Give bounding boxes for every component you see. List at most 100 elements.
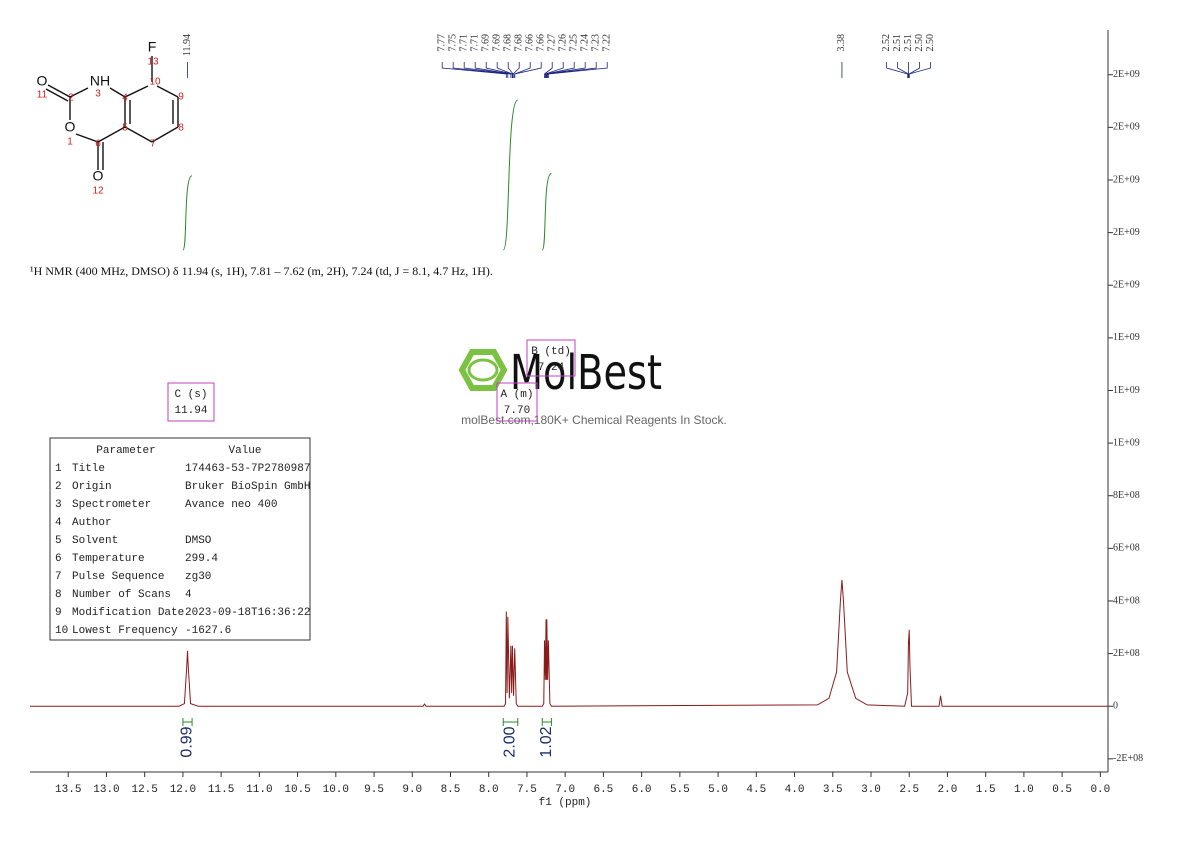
atom-number: 7 [150,139,156,150]
peak-leader [544,62,553,78]
x-tick-label: 11.0 [246,784,272,796]
atom-label: NH [90,73,110,89]
integral-label: 2.00 [502,726,519,757]
table-cell: 2023-09-18T16:36:22 [185,607,310,619]
peak-label: 7.69 [481,34,492,52]
x-tick-label: 3.0 [861,784,881,796]
multiplet-box: A (m) 7.70 [496,382,538,422]
atom-label: O [37,73,48,89]
peak-label: 7.75 [448,34,459,52]
peak-leader [474,62,512,78]
atom-number: 13 [147,57,159,68]
atom-number: 4 [122,93,128,104]
integral-bracket [502,718,519,726]
peak-leader [908,62,932,78]
y-tick-label: 2E+09 [1113,280,1140,291]
multiplet-name: C (s) [174,389,207,401]
peak-label: 2.51 [903,34,914,52]
x-tick-label: 4.0 [785,784,805,796]
peak-label: 7.71 [459,34,470,52]
table-cell: 2 [55,481,62,493]
y-tick-label: 2E+09 [1113,122,1140,133]
y-tick-label: 4E+08 [1113,595,1140,606]
peak-label: 2.52 [881,34,892,52]
peak-label: 7.66 [525,34,536,52]
peak-label: 7.68 [514,34,525,52]
x-axis-label: f1 (ppm) [539,797,592,809]
x-tick-label: 0.0 [1090,784,1110,796]
y-tick-label: 2E+09 [1113,69,1140,80]
table-cell: Avance neo 400 [185,499,277,511]
spectrum-line [30,579,1108,707]
peak-leader [496,62,513,78]
peak-leader [514,62,542,78]
x-tick-label: 5.0 [708,784,728,796]
peak-leader [886,62,909,78]
x-tick-label: 0.5 [1052,784,1072,796]
integral-curve [502,99,519,251]
x-tick-label: 12.5 [131,784,157,796]
x-tick-label: 8.5 [441,784,461,796]
table-cell: Title [72,463,105,475]
atom-number: 9 [178,92,184,103]
table-cell: -1627.6 [185,625,231,637]
multiplet-frame [526,339,576,377]
x-tick-label: 9.0 [402,784,422,796]
parameter-table [49,437,311,641]
x-tick-label: 3.5 [823,784,843,796]
x-tick-label: 5.5 [670,784,690,796]
x-tick-label: 6.0 [632,784,652,796]
multiplet-shift: 11.94 [174,405,207,417]
y-tick-label: 1E+09 [1113,437,1140,448]
atom-label: O [93,168,104,184]
y-tick-label: 0 [1113,701,1118,712]
table-cell: Spectrometer [72,499,151,511]
peak-label: 7.23 [591,34,602,52]
nmr-description: ¹H NMR (400 MHz, DMSO) δ 11.94 (s, 1H), … [30,264,493,278]
peak-label: 7.26 [558,34,569,52]
multiplet-box: B (td) 7.24 [526,339,576,377]
integral-label: 1.02 [538,726,555,757]
table-cell: Author [72,517,112,529]
atom-number: 12 [92,186,104,197]
peak-label: 2.50 [925,34,936,52]
table-cell: Lowest Frequency [72,625,178,637]
integral-curve [182,175,193,251]
atom-label: F [148,39,157,55]
x-tick-label: 6.5 [593,784,613,796]
peak-leader [441,62,507,78]
y-tick-label: 2E+09 [1113,227,1140,238]
multiplet-box: C (s) 11.94 [167,382,215,422]
table-cell: 1 [55,463,62,475]
peak-leader [908,62,921,78]
peak-label: 7.24 [580,34,591,52]
table-header: Value [228,445,261,457]
table-cell: Number of Scans [72,589,171,601]
peak-leader [547,62,597,78]
multiplet-name: B (td) [531,346,571,358]
atom-number: 2 [68,93,74,104]
x-tick-label: 7.5 [517,784,537,796]
x-tick-label: 11.5 [208,784,234,796]
peak-label: 7.27 [547,34,558,52]
x-tick-label: 1.5 [976,784,996,796]
table-cell: 9 [55,607,62,619]
table-cell: 174463-53-7P2780987 [185,463,310,475]
multiplet-shift: 7.24 [538,362,565,374]
peak-leader [545,62,575,78]
table-cell: 7 [55,571,62,583]
x-tick-label: 7.0 [555,784,575,796]
multiplet-name: A (m) [500,389,533,401]
y-tick-label: 2E+08 [1113,648,1140,659]
multiplet-frame [496,382,538,422]
atom-number: 11 [37,90,48,101]
table-cell: 4 [55,517,62,529]
table-cell: Pulse Sequence [72,571,164,583]
atom-number: 5 [122,123,128,134]
peak-leader [512,62,520,78]
atom-number: 3 [95,89,101,100]
watermark-tagline: molBest.com,180K+ Chemical Reagents In S… [461,413,727,427]
peak-label: 7.25 [569,34,580,52]
peak-label: 2.51 [892,34,903,52]
atom-number: 1 [67,137,73,148]
